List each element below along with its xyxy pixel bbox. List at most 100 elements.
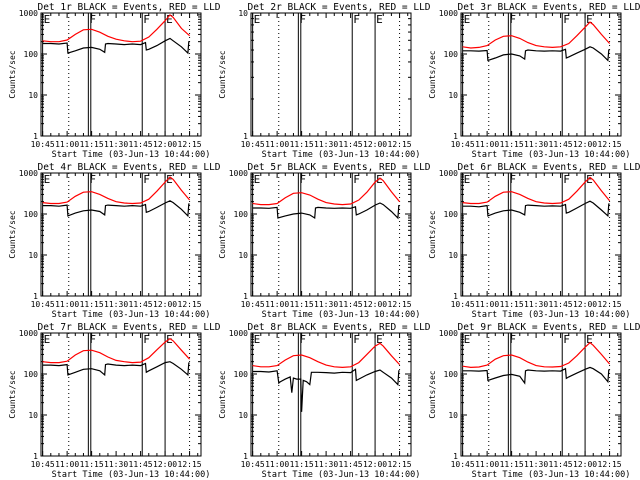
x-tick-label: 11:00 [265, 300, 289, 309]
marker-label: E [44, 13, 51, 26]
x-axis-label: Start Time (03-Jun-13 10:44:00) [52, 470, 211, 480]
panel-title: Det 8r BLACK = Events, RED = LLD [247, 322, 430, 333]
y-tick-label: 1000 [19, 169, 38, 178]
y-tick-label: 100 [24, 50, 39, 59]
y-tick-label: 1000 [229, 169, 248, 178]
y-tick-label: 1 [453, 452, 458, 461]
y-axis-label: Counts/sec [428, 210, 437, 258]
marker-label: F [509, 173, 516, 186]
plot-frame [40, 12, 202, 137]
x-tick-label: 11:30 [524, 460, 548, 469]
plot-frame [40, 332, 202, 457]
marker-label: F [299, 13, 306, 26]
x-tick-label: 11:00 [265, 140, 289, 149]
y-tick-label: 1000 [19, 329, 38, 338]
marker-label: E [464, 13, 471, 26]
x-tick-label: 10:45 [451, 300, 475, 309]
marker-label: E [254, 333, 261, 346]
events-series-line [462, 366, 610, 385]
y-tick-label: 10 [28, 411, 38, 420]
marker-label: F [353, 333, 360, 346]
x-tick-label: 10:45 [31, 300, 55, 309]
x-tick-label: 11:00 [55, 460, 79, 469]
x-tick-label: 10:45 [31, 460, 55, 469]
x-tick-label: 11:15 [290, 140, 314, 149]
marker-label: E [586, 333, 593, 346]
marker-label: F [563, 173, 570, 186]
marker-label: E [376, 173, 383, 186]
events-series-line [42, 37, 190, 55]
marker-label: E [254, 173, 261, 186]
x-tick-label: 11:45 [129, 140, 153, 149]
y-tick-label: 1000 [19, 9, 38, 18]
y-axis-label: Counts/sec [218, 50, 227, 98]
marker-label: F [89, 173, 96, 186]
x-tick-label: 11:00 [55, 300, 79, 309]
marker-label: F [89, 13, 96, 26]
x-tick-label: 11:45 [549, 140, 573, 149]
marker-label: E [44, 333, 51, 346]
y-tick-label: 1000 [439, 9, 458, 18]
events-series-line [42, 361, 190, 377]
x-tick-label: 12:15 [388, 460, 412, 469]
x-axis-label: Start Time (03-Jun-13 10:44:00) [262, 310, 421, 320]
panel-title: Det 1r BLACK = Events, RED = LLD [37, 2, 220, 13]
x-tick-label: 11:45 [129, 460, 153, 469]
y-tick-label: 1 [243, 452, 248, 461]
x-tick-label: 11:45 [339, 300, 363, 309]
x-tick-label: 11:45 [129, 300, 153, 309]
y-tick-label: 1000 [439, 169, 458, 178]
x-tick-label: 11:15 [290, 460, 314, 469]
panel-det-1r: Det 1r BLACK = Events, RED = LLD 1 10 100 10… [8, 2, 221, 160]
y-tick-label: 1 [33, 452, 38, 461]
y-tick-label: 10 [448, 411, 458, 420]
x-axis-label: Start Time (03-Jun-13 10:44:00) [262, 150, 421, 160]
x-tick-label: 11:45 [339, 460, 363, 469]
x-tick-label: 11:30 [104, 300, 128, 309]
x-axis-label: Start Time (03-Jun-13 10:44:00) [472, 150, 631, 160]
lld-series-line [252, 342, 401, 369]
x-tick-label: 12:15 [388, 140, 412, 149]
y-tick-label: 1 [453, 132, 458, 141]
plot-frame [250, 332, 412, 457]
x-tick-label: 11:00 [265, 460, 289, 469]
y-axis-label: Counts/sec [428, 370, 437, 418]
marker-label: E [44, 173, 51, 186]
y-tick-label: 10 [448, 91, 458, 100]
marker-label: F [563, 333, 570, 346]
panel-det-6r: Det 6r BLACK = Events, RED = LLD 1 10 100 10… [428, 162, 640, 320]
x-tick-label: 12:00 [573, 140, 597, 149]
panel-det-9r: Det 9r BLACK = Events, RED = LLD 1 10 100 10… [428, 322, 640, 480]
panel-title: Det 3r BLACK = Events, RED = LLD [457, 2, 640, 13]
marker-label: F [353, 173, 360, 186]
marker-label: F [353, 13, 360, 26]
x-tick-label: 12:00 [363, 460, 387, 469]
marker-label: F [299, 173, 306, 186]
events-series-line [252, 202, 400, 220]
x-axis-label: Start Time (03-Jun-13 10:44:00) [52, 150, 211, 160]
plot-frame [40, 172, 202, 297]
x-tick-label: 11:15 [290, 300, 314, 309]
marker-label: F [563, 13, 570, 26]
x-tick-label: 11:00 [55, 140, 79, 149]
x-tick-label: 12:00 [363, 300, 387, 309]
lld-series-line [42, 176, 191, 205]
x-tick-label: 10:45 [241, 140, 265, 149]
y-tick-label: 1 [33, 132, 38, 141]
x-tick-label: 10:45 [451, 140, 475, 149]
x-tick-label: 11:45 [549, 300, 573, 309]
x-tick-label: 11:15 [500, 300, 524, 309]
plot-frame [460, 332, 622, 457]
x-tick-label: 11:45 [549, 460, 573, 469]
x-axis-label: Start Time (03-Jun-13 10:44:00) [472, 310, 631, 320]
lld-series-line [252, 177, 401, 206]
panel-det-4r: Det 4r BLACK = Events, RED = LLD 1 10 100 10… [8, 162, 221, 320]
x-tick-label: 11:30 [314, 140, 338, 149]
y-tick-label: 100 [444, 210, 459, 219]
x-tick-label: 10:45 [241, 460, 265, 469]
panel-title: Det 2r BLACK = Events, RED = LLD [247, 2, 430, 13]
marker-label: E [166, 13, 173, 26]
y-axis-label: Counts/sec [428, 50, 437, 98]
y-axis-label: Counts/sec [8, 210, 17, 258]
